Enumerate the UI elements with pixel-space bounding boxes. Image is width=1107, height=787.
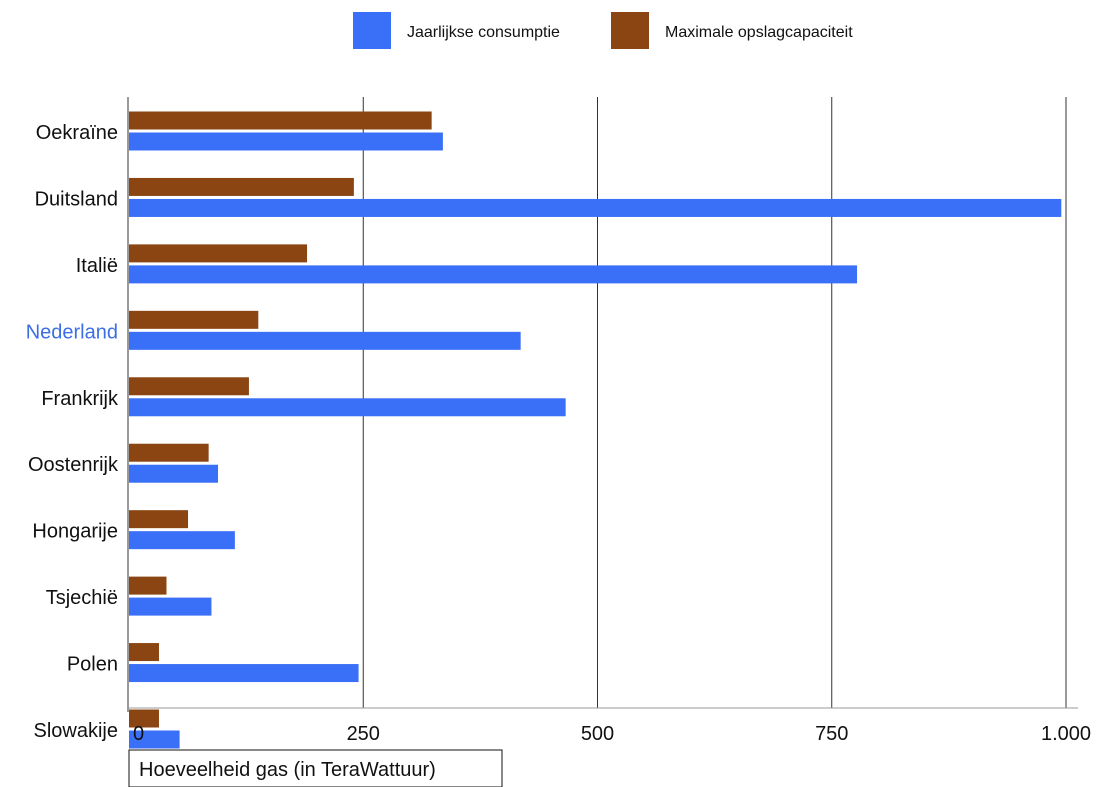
bar-storage — [129, 111, 432, 130]
gridlines — [127, 97, 1078, 712]
x-axis-title-frame — [128, 749, 503, 787]
bar-consumption — [129, 664, 359, 683]
bar-storage — [129, 443, 209, 462]
category-label: Duitsland — [35, 188, 118, 210]
bar-consumption — [129, 265, 858, 284]
bar-consumption — [129, 531, 235, 550]
bar-storage — [129, 177, 354, 196]
category-label: Frankrijk — [41, 388, 119, 410]
bar-storage — [129, 643, 159, 662]
x-axis-title: Hoeveelheid gas (in TeraWattuur) — [139, 759, 436, 781]
legend: Jaarlijkse consumptie Maximale opslagcapa… — [353, 12, 853, 49]
x-tick-labels: 0 250 500 750 1.000 — [133, 723, 1091, 745]
category-label: Oekraïne — [36, 122, 118, 144]
category-label: Polen — [67, 654, 118, 676]
category-label: Hongarije — [32, 521, 118, 543]
category-label: Slowakije — [34, 720, 118, 742]
bar-storage — [129, 377, 249, 396]
x-axis-title-box: Hoeveelheid gas (in TeraWattuur) — [128, 749, 503, 787]
bar-storage — [129, 709, 159, 728]
bar-consumption — [129, 464, 219, 483]
x-tick-label: 0 — [133, 723, 144, 745]
bars — [129, 111, 1062, 749]
bar-consumption — [129, 730, 180, 749]
category-label[interactable]: Nederland — [26, 321, 118, 343]
bar-consumption — [129, 132, 443, 151]
category-label: Oostenrijk — [28, 454, 119, 476]
bar-consumption — [129, 597, 212, 616]
category-label: Italië — [76, 255, 118, 277]
bar-consumption — [129, 331, 521, 350]
bar-storage — [129, 510, 189, 529]
legend-label: Maximale opslagcapaciteit — [665, 24, 853, 41]
bar-storage — [129, 576, 167, 595]
legend-swatch — [353, 12, 391, 49]
bar-consumption — [129, 398, 566, 417]
category-labels: Oekraïne Duitsland Italië Nederland Frankrij… — [26, 122, 119, 742]
bar-consumption — [129, 198, 1062, 217]
bar-storage — [129, 310, 259, 329]
legend-label: Jaarlijkse consumptie — [407, 24, 560, 41]
bar-storage — [129, 244, 308, 263]
legend-swatch — [611, 12, 649, 49]
x-tick-label: 250 — [347, 723, 380, 745]
x-tick-label: 1.000 — [1041, 723, 1091, 745]
category-label: Tsjechië — [46, 587, 118, 609]
x-tick-label: 500 — [581, 723, 614, 745]
x-tick-label: 750 — [815, 723, 848, 745]
